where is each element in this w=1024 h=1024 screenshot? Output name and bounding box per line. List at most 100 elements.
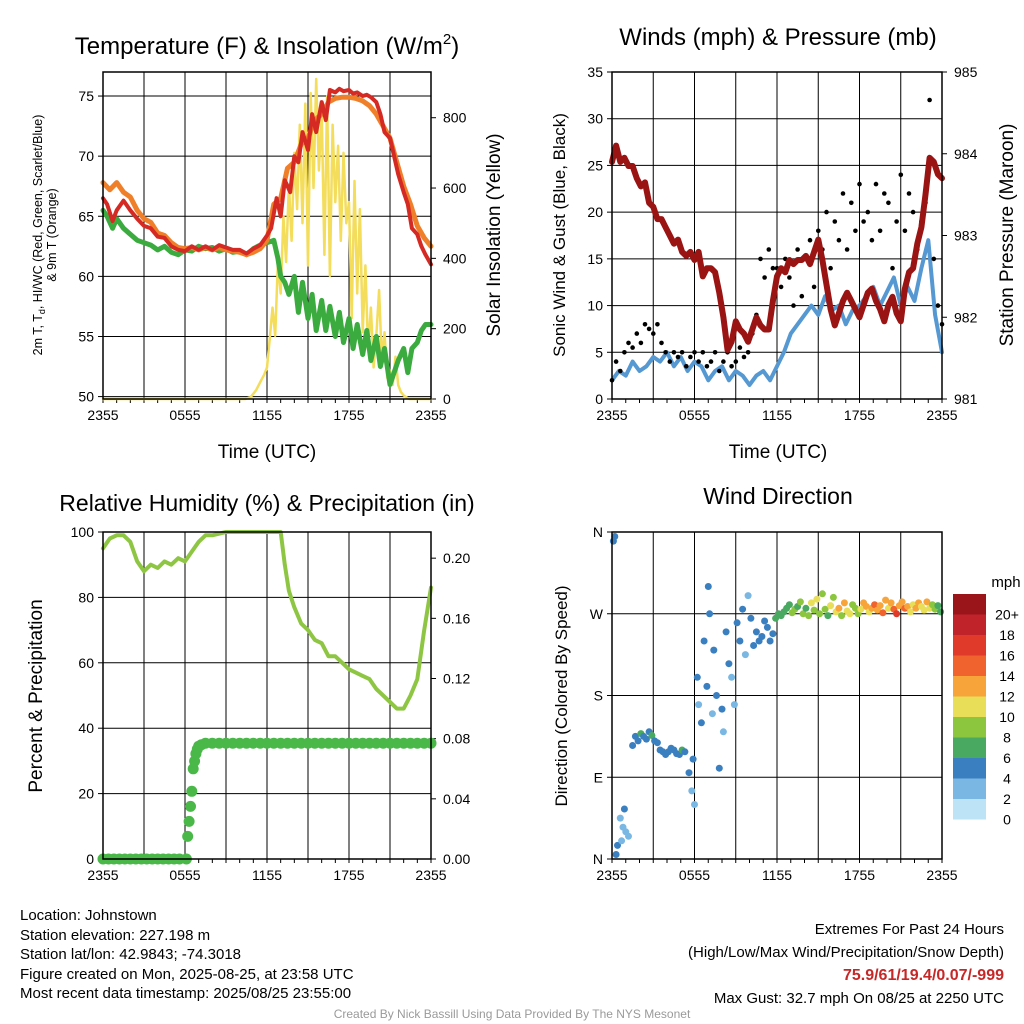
x-tick-label: 0555 xyxy=(679,407,710,423)
gust-point xyxy=(869,237,875,243)
gust-point xyxy=(651,331,656,336)
temperature-xlabel: Time (UTC) xyxy=(218,442,317,463)
precip-point xyxy=(186,785,198,797)
gust-point xyxy=(618,368,623,374)
colorbar-swatch xyxy=(953,655,986,676)
y-tick-label: 35 xyxy=(587,64,603,80)
gust-point xyxy=(626,340,631,346)
colorbar-label: 0 xyxy=(1003,811,1011,827)
y-tick-label: 65 xyxy=(78,208,94,224)
direction-point xyxy=(840,599,848,607)
x-tick-label: 1155 xyxy=(252,407,282,423)
colorbar-label: 6 xyxy=(1003,750,1011,766)
direction-point xyxy=(912,604,920,612)
gust-point xyxy=(853,228,858,234)
y-tick-label: 0 xyxy=(86,851,94,867)
y-tick-label: 40 xyxy=(78,720,94,736)
gust-point xyxy=(758,256,763,262)
direction-point xyxy=(703,682,711,690)
y2-tick-label: 983 xyxy=(954,228,978,244)
y2-tick-label: 984 xyxy=(954,146,978,162)
direction-point xyxy=(625,832,632,840)
direction-point xyxy=(719,728,727,736)
wind-direction-panel: Wind Direction Direction (Colored By Spe… xyxy=(552,483,1021,883)
gust-point xyxy=(745,350,751,355)
direction-point xyxy=(629,742,637,749)
direction-point xyxy=(733,619,741,627)
direction-point xyxy=(691,801,698,808)
direction-point xyxy=(725,660,733,668)
y-tick-label: 5 xyxy=(595,344,603,360)
direction-point xyxy=(769,630,777,638)
precip-point xyxy=(185,800,196,812)
humidity-title: Relative Humidity (%) & Precipitation (i… xyxy=(59,490,474,516)
direction-point xyxy=(685,769,693,777)
direction-point xyxy=(741,651,749,659)
direction-point xyxy=(923,598,931,606)
gust-point xyxy=(655,322,660,327)
direction-point xyxy=(766,637,774,645)
x-tick-label: 2355 xyxy=(926,867,957,883)
y-tick-label: 75 xyxy=(78,88,94,104)
direction-point xyxy=(758,633,766,640)
gust-point xyxy=(638,340,644,346)
gust-point xyxy=(807,237,813,243)
gust-point xyxy=(824,209,829,215)
insolation-y2label: Solar Insolation (Yellow) xyxy=(484,133,505,336)
gust-point xyxy=(816,228,821,234)
direction-point xyxy=(785,601,793,609)
x-tick-label: 2355 xyxy=(415,867,446,883)
direction-point xyxy=(730,701,738,709)
gust-point xyxy=(613,359,619,364)
direction-point xyxy=(611,533,619,540)
y2-tick-label: 981 xyxy=(954,391,978,407)
direction-point xyxy=(813,595,821,603)
y2-tick-label: 0.00 xyxy=(443,851,470,867)
precip-point xyxy=(183,815,195,827)
y-tick-label: 15 xyxy=(587,251,603,267)
direction-point xyxy=(893,610,901,618)
gust-point xyxy=(882,191,887,196)
y-tick-label: 50 xyxy=(78,389,94,405)
direction-point xyxy=(937,608,945,616)
gust-point xyxy=(700,350,706,355)
y-tick-label: 80 xyxy=(78,589,94,605)
gust-point xyxy=(663,350,668,355)
gust-point xyxy=(906,191,912,196)
winds-ylabel: Sonic Wind & Gust (Blue, Black) xyxy=(550,113,569,357)
gust-point xyxy=(799,293,805,299)
y2-tick-label: 985 xyxy=(954,64,978,80)
gust-point xyxy=(708,359,714,364)
gust-point xyxy=(927,97,932,103)
y-tick-label: 25 xyxy=(587,157,603,173)
direction-point xyxy=(728,673,736,681)
direction-point xyxy=(857,605,865,613)
direction-point xyxy=(695,701,703,709)
gust-point xyxy=(688,354,693,360)
plot-frame xyxy=(611,71,943,400)
max-gust: Max Gust: 32.7 mph On 08/25 at 2250 UTC xyxy=(713,990,1004,1007)
colorbar-swatch xyxy=(953,737,986,758)
direction-point xyxy=(827,602,835,610)
gust-point xyxy=(778,284,784,290)
gust-point xyxy=(828,265,833,271)
direction-point xyxy=(744,592,752,600)
gust-point xyxy=(857,181,862,187)
y2-tick-label: 0 xyxy=(443,391,451,407)
direction-point xyxy=(710,646,718,654)
direction-point xyxy=(706,610,714,618)
direction-point xyxy=(851,604,859,612)
direction-point xyxy=(887,599,895,607)
pressure-y2label: Station Pressure (Maroon) xyxy=(997,124,1018,347)
direction-point xyxy=(810,606,818,614)
plot-frame xyxy=(102,531,432,860)
extremes-title: Extremes For Past 24 Hours xyxy=(814,921,1004,938)
direction-point xyxy=(697,719,705,727)
y2-tick-label: 0.16 xyxy=(443,610,470,626)
direction-point xyxy=(761,617,769,625)
gust-point xyxy=(787,275,792,280)
direction-point xyxy=(620,805,628,813)
direction-point xyxy=(752,628,760,636)
extremes-subtitle: (High/Low/Max Wind/Precipitation/Snow De… xyxy=(688,944,1004,961)
x-tick-label: 2355 xyxy=(87,867,118,883)
